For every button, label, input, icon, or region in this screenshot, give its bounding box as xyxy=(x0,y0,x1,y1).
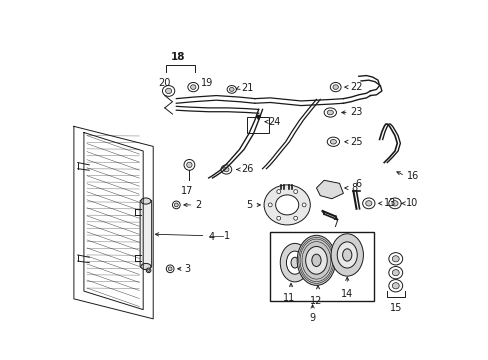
Text: 25: 25 xyxy=(349,137,362,147)
Text: 26: 26 xyxy=(241,165,253,175)
Ellipse shape xyxy=(362,198,374,209)
Ellipse shape xyxy=(342,249,351,261)
Text: 21: 21 xyxy=(241,83,253,93)
Ellipse shape xyxy=(326,110,333,115)
Ellipse shape xyxy=(276,190,280,193)
Text: 8: 8 xyxy=(350,183,357,193)
Ellipse shape xyxy=(388,253,402,265)
Ellipse shape xyxy=(275,195,298,215)
Ellipse shape xyxy=(268,203,272,207)
Text: 7: 7 xyxy=(331,219,337,229)
Ellipse shape xyxy=(147,269,149,271)
Polygon shape xyxy=(316,180,343,199)
Ellipse shape xyxy=(391,201,397,206)
Text: 24: 24 xyxy=(268,117,281,127)
Text: 5: 5 xyxy=(246,200,252,210)
Ellipse shape xyxy=(324,108,336,117)
Text: 10: 10 xyxy=(405,198,417,208)
Ellipse shape xyxy=(297,235,335,285)
Ellipse shape xyxy=(141,198,151,204)
Ellipse shape xyxy=(280,243,309,282)
Ellipse shape xyxy=(290,257,298,268)
Text: 15: 15 xyxy=(389,303,401,314)
Ellipse shape xyxy=(146,268,151,273)
Text: 18: 18 xyxy=(170,52,185,62)
Ellipse shape xyxy=(302,203,305,207)
Ellipse shape xyxy=(172,201,180,209)
Ellipse shape xyxy=(168,267,172,271)
Ellipse shape xyxy=(388,280,402,292)
Ellipse shape xyxy=(388,266,402,279)
Text: 23: 23 xyxy=(349,108,362,117)
Ellipse shape xyxy=(311,254,321,266)
Text: 17: 17 xyxy=(181,186,193,195)
Ellipse shape xyxy=(221,165,231,174)
Text: 22: 22 xyxy=(349,82,362,92)
Ellipse shape xyxy=(286,251,303,274)
Ellipse shape xyxy=(391,270,398,276)
Bar xyxy=(246,117,268,132)
Ellipse shape xyxy=(391,256,398,262)
Ellipse shape xyxy=(166,265,174,273)
Text: 16: 16 xyxy=(406,171,418,181)
Text: 12: 12 xyxy=(309,296,322,306)
Ellipse shape xyxy=(174,203,178,207)
Text: 4: 4 xyxy=(208,232,214,242)
Ellipse shape xyxy=(365,201,371,206)
Text: 6: 6 xyxy=(354,180,360,189)
Ellipse shape xyxy=(276,216,280,220)
Text: 1: 1 xyxy=(224,231,230,241)
Text: 20: 20 xyxy=(158,78,171,88)
Ellipse shape xyxy=(305,247,326,274)
Ellipse shape xyxy=(229,87,234,91)
Ellipse shape xyxy=(293,190,297,193)
Ellipse shape xyxy=(329,139,336,144)
Ellipse shape xyxy=(165,88,171,94)
Text: 19: 19 xyxy=(201,78,213,88)
Ellipse shape xyxy=(391,283,398,289)
Ellipse shape xyxy=(264,185,310,225)
Ellipse shape xyxy=(187,82,198,92)
Ellipse shape xyxy=(186,162,192,167)
Ellipse shape xyxy=(226,86,236,93)
Text: 3: 3 xyxy=(184,264,190,274)
Text: 9: 9 xyxy=(309,314,315,324)
Ellipse shape xyxy=(332,85,338,89)
Text: 13: 13 xyxy=(384,198,396,208)
Ellipse shape xyxy=(141,264,151,270)
Text: 14: 14 xyxy=(341,289,353,299)
Text: 2: 2 xyxy=(194,200,201,210)
Ellipse shape xyxy=(162,86,174,96)
Ellipse shape xyxy=(326,137,339,147)
Ellipse shape xyxy=(329,82,341,92)
Text: 11: 11 xyxy=(282,293,294,303)
Ellipse shape xyxy=(388,198,400,209)
Ellipse shape xyxy=(330,234,363,276)
Ellipse shape xyxy=(183,159,194,170)
Ellipse shape xyxy=(293,216,297,220)
FancyBboxPatch shape xyxy=(140,200,151,267)
Bar xyxy=(270,232,373,301)
Ellipse shape xyxy=(190,85,196,89)
Ellipse shape xyxy=(223,167,228,172)
Ellipse shape xyxy=(337,242,357,268)
